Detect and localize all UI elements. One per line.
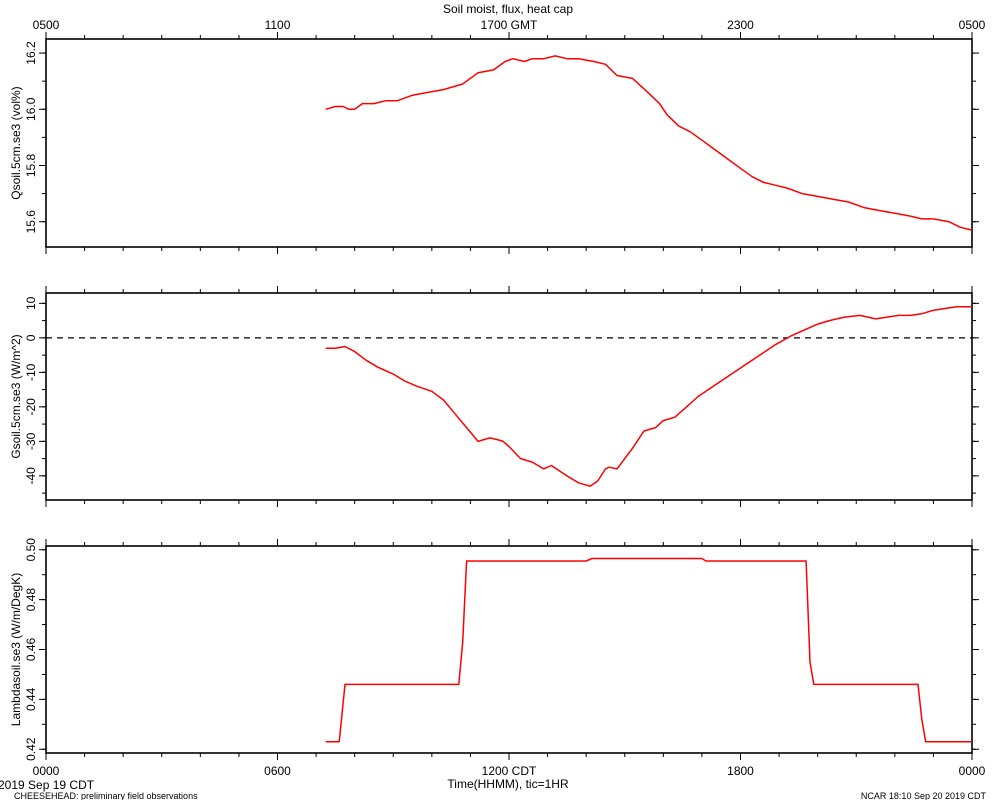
panel-2: -40 -30 -20 -10 0 10 Gsoil.5cm.se3 (W/m^2) <box>9 286 979 507</box>
data-line <box>325 55 973 231</box>
top-tick-label-0: 0500 <box>33 18 60 32</box>
y-tick-label: 0.42 <box>24 737 38 761</box>
y-axis-label: Lambdasoil.se3 (W/m/DegK) <box>9 573 23 726</box>
y-axis-label: Qsoil.5cm.se3 (vol%) <box>9 86 23 199</box>
y-tick-label: -40 <box>24 467 38 485</box>
x-axis-label: Time(HHMM), tic=1HR <box>447 777 569 791</box>
bottom-tick-label-4: 0000 <box>959 764 986 778</box>
y-tick-label: -20 <box>24 398 38 416</box>
bottom-time-axis: 0000 0600 1200 CDT 1800 0000 <box>33 764 986 778</box>
y-tick-label: 10 <box>24 296 38 310</box>
y-tick-label: 15.8 <box>24 153 38 177</box>
top-tick-label-3: 2300 <box>727 18 754 32</box>
panel-frame <box>45 38 973 248</box>
panel-frame <box>45 545 973 754</box>
y-tick-label: -30 <box>24 432 38 450</box>
top-tick-label-4: 0500 <box>959 18 986 32</box>
y-tick-label: 0.48 <box>24 588 38 612</box>
bottom-tick-label-3: 1800 <box>727 764 754 778</box>
footer-right: NCAR 18:10 Sep 20 2019 CDT <box>861 791 987 800</box>
y-tick-label: 0.46 <box>24 637 38 661</box>
y-tick-label: 0.44 <box>24 687 38 711</box>
y-tick-label: -10 <box>24 363 38 381</box>
y-axis-label: Gsoil.5cm.se3 (W/m^2) <box>9 334 23 458</box>
panel-1: 15.6 15.8 16.0 16.2 Qsoil.5cm.se3 (vol%) <box>9 32 979 254</box>
data-line <box>325 557 972 743</box>
data-line <box>325 306 972 487</box>
top-tick-label-1: 1100 <box>265 18 291 32</box>
bottom-tick-label-2: 1200 CDT <box>482 764 537 778</box>
footer-left: CHEESEHEAD: preliminary field observatio… <box>14 791 198 800</box>
bottom-tick-label-1: 0600 <box>264 764 291 778</box>
y-tick-label: 16.2 <box>24 41 38 65</box>
panel-frame <box>45 292 973 501</box>
y-tick-label: 15.6 <box>24 210 38 234</box>
bottom-tick-label-0: 0000 <box>33 764 60 778</box>
top-tick-label-2: 1700 GMT <box>481 18 538 32</box>
top-time-axis: 0500 1100 1700 GMT 2300 0500 <box>33 18 986 32</box>
date-label: 2019 Sep 19 CDT <box>0 778 95 792</box>
y-tick-label: 0 <box>24 334 38 341</box>
figure-title: Soil moist, flux, heat cap <box>443 2 573 16</box>
y-tick-label: 0.50 <box>24 538 38 562</box>
y-tick-label: 16.0 <box>24 97 38 121</box>
